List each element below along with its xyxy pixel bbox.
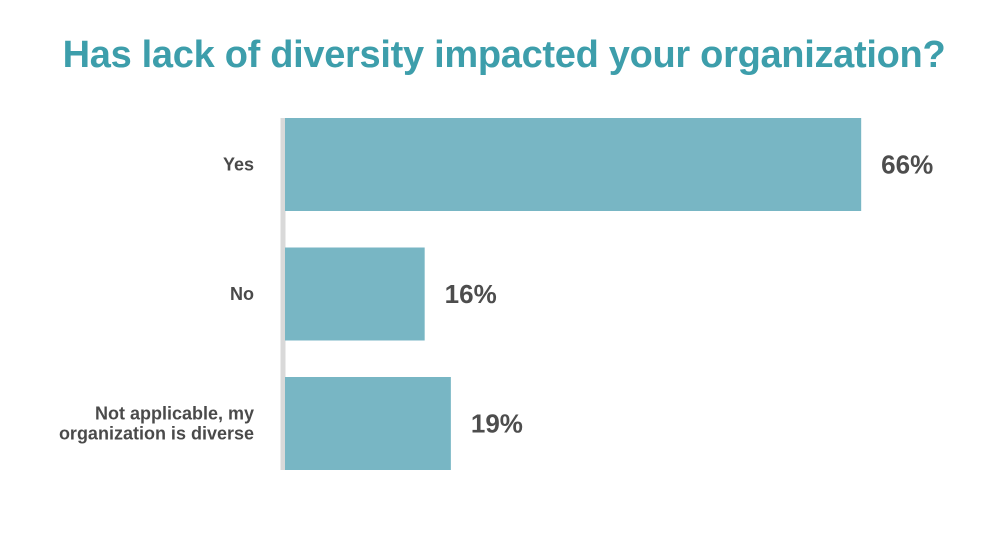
value-label-1: 16% [445, 279, 497, 309]
bar-2 [285, 377, 451, 470]
category-label-2: Not applicable, my organization is divers… [59, 404, 254, 444]
value-label-2: 19% [471, 409, 523, 439]
value-label-0: 66% [881, 150, 933, 180]
bar-0 [285, 118, 862, 211]
value-labels-group: 66% 16% 19% [445, 150, 934, 439]
category-label-line: organization is diverse [59, 424, 254, 444]
category-label-line: Not applicable, my [95, 404, 254, 424]
bar-1 [285, 247, 425, 341]
category-label-1: No [230, 284, 254, 304]
bars-group [285, 118, 862, 470]
category-label-0: Yes [223, 155, 254, 175]
category-label-line: Yes [223, 155, 254, 175]
category-labels-group: Yes No Not applicable, my organization is d… [59, 155, 254, 444]
chart-title: Has lack of diversity impacted your orga… [62, 34, 946, 76]
category-label-line: No [230, 284, 254, 304]
